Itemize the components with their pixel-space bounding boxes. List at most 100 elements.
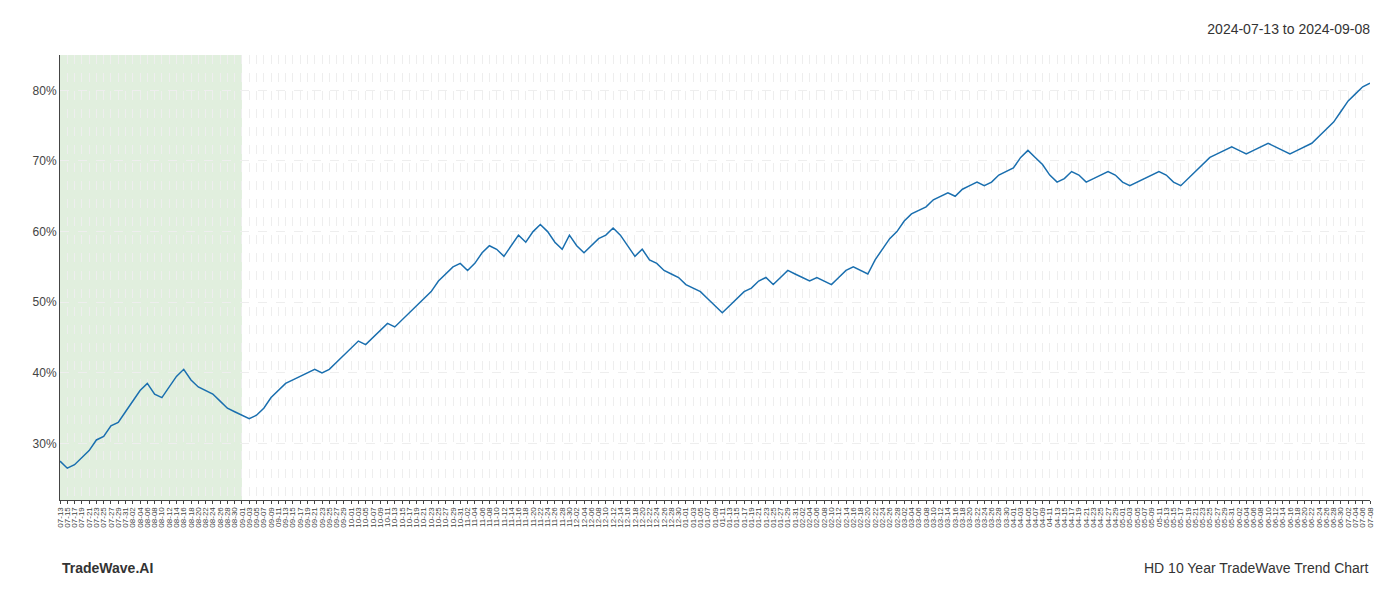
svg-text:09-01: 09-01 (238, 507, 247, 528)
svg-text:04-07: 04-07 (1031, 507, 1040, 528)
svg-text:12-04: 12-04 (580, 507, 589, 528)
svg-text:01-11: 01-11 (718, 507, 727, 527)
svg-text:07-08: 07-08 (1366, 507, 1375, 528)
svg-text:06-12: 06-12 (1271, 507, 1280, 528)
svg-text:11-10: 11-10 (492, 507, 501, 527)
svg-text:05-01: 05-01 (1118, 507, 1127, 528)
svg-text:03-08: 03-08 (922, 507, 931, 528)
svg-text:07-23: 07-23 (92, 507, 101, 528)
svg-text:02-14: 02-14 (842, 507, 851, 528)
svg-text:09-23: 09-23 (318, 507, 327, 528)
svg-text:09-27: 09-27 (332, 507, 341, 528)
svg-text:09-25: 09-25 (325, 507, 334, 528)
svg-text:08-26: 08-26 (216, 507, 225, 528)
svg-text:05-03: 05-03 (1125, 507, 1134, 528)
svg-text:10-05: 10-05 (361, 507, 370, 528)
svg-text:10-01: 10-01 (347, 507, 356, 528)
svg-text:06-16: 06-16 (1286, 507, 1295, 528)
svg-text:02-18: 02-18 (856, 507, 865, 528)
svg-text:80%: 80% (33, 84, 57, 98)
svg-text:06-28: 06-28 (1329, 507, 1338, 528)
svg-text:01-21: 01-21 (754, 507, 763, 528)
svg-text:30%: 30% (33, 437, 57, 451)
svg-text:12-30: 12-30 (674, 507, 683, 528)
svg-text:12-08: 12-08 (594, 507, 603, 528)
svg-text:11-20: 11-20 (529, 507, 538, 527)
svg-text:01-23: 01-23 (762, 507, 771, 528)
svg-text:09-17: 09-17 (296, 507, 305, 528)
svg-text:12-28: 12-28 (667, 507, 676, 528)
svg-text:08-08: 08-08 (150, 507, 159, 528)
svg-text:04-05: 04-05 (1024, 507, 1033, 528)
svg-text:03-24: 03-24 (980, 507, 989, 528)
svg-text:08-04: 08-04 (136, 507, 145, 528)
svg-text:05-17: 05-17 (1176, 507, 1185, 528)
svg-text:05-25: 05-25 (1205, 507, 1214, 528)
svg-text:07-31: 07-31 (121, 507, 130, 528)
svg-text:07-29: 07-29 (114, 507, 123, 528)
svg-text:02-22: 02-22 (871, 507, 880, 528)
svg-text:09-05: 09-05 (252, 507, 261, 528)
svg-text:11-22: 11-22 (536, 507, 545, 527)
svg-text:01-09: 01-09 (711, 507, 720, 528)
svg-text:11-02: 11-02 (463, 507, 472, 527)
svg-text:09-21: 09-21 (310, 507, 319, 528)
svg-text:12-12: 12-12 (609, 507, 618, 528)
svg-text:02-24: 02-24 (878, 507, 887, 528)
svg-text:01-25: 01-25 (769, 507, 778, 528)
svg-text:07-15: 07-15 (63, 507, 72, 528)
svg-text:11-30: 11-30 (565, 507, 574, 527)
svg-text:01-29: 01-29 (783, 507, 792, 528)
svg-text:04-25: 04-25 (1096, 507, 1105, 528)
svg-text:08-06: 08-06 (143, 507, 152, 528)
svg-text:10-23: 10-23 (427, 507, 436, 528)
svg-text:10-21: 10-21 (419, 507, 428, 528)
svg-text:07-21: 07-21 (85, 507, 94, 528)
svg-text:07-02: 07-02 (1344, 507, 1353, 528)
svg-text:06-18: 06-18 (1293, 507, 1302, 528)
svg-text:09-09: 09-09 (267, 507, 276, 528)
svg-text:02-16: 02-16 (849, 507, 858, 528)
svg-text:40%: 40% (33, 366, 57, 380)
svg-text:06-08: 06-08 (1256, 507, 1265, 528)
svg-text:07-13: 07-13 (56, 507, 65, 528)
svg-text:05-15: 05-15 (1169, 507, 1178, 528)
svg-text:09-03: 09-03 (245, 507, 254, 528)
svg-text:08-02: 08-02 (128, 507, 137, 528)
svg-text:09-13: 09-13 (281, 507, 290, 528)
svg-text:04-27: 04-27 (1104, 507, 1113, 528)
svg-text:10-15: 10-15 (398, 507, 407, 528)
svg-text:03-10: 03-10 (929, 507, 938, 528)
svg-text:06-14: 06-14 (1278, 507, 1287, 528)
svg-text:10-13: 10-13 (390, 507, 399, 528)
svg-text:09-15: 09-15 (288, 507, 297, 528)
svg-text:01-17: 01-17 (740, 507, 749, 528)
svg-text:04-21: 04-21 (1082, 507, 1091, 528)
svg-text:10-29: 10-29 (449, 507, 458, 528)
svg-text:02-26: 02-26 (885, 507, 894, 528)
svg-text:05-09: 05-09 (1147, 507, 1156, 528)
svg-text:09-29: 09-29 (339, 507, 348, 528)
svg-text:03-20: 03-20 (965, 507, 974, 528)
svg-text:08-20: 08-20 (194, 507, 203, 528)
svg-text:11-08: 11-08 (485, 507, 494, 527)
svg-text:12-06: 12-06 (587, 507, 596, 528)
svg-text:04-19: 04-19 (1074, 507, 1083, 528)
svg-text:03-26: 03-26 (987, 507, 996, 528)
svg-text:02-10: 02-10 (827, 507, 836, 528)
svg-text:03-12: 03-12 (936, 507, 945, 528)
svg-text:06-30: 06-30 (1336, 507, 1345, 528)
svg-text:06-10: 06-10 (1264, 507, 1273, 528)
svg-text:12-22: 12-22 (645, 507, 654, 528)
svg-text:02-28: 02-28 (893, 507, 902, 528)
svg-text:11-06: 11-06 (478, 507, 487, 527)
svg-text:12-16: 12-16 (623, 507, 632, 528)
svg-text:05-11: 05-11 (1155, 507, 1164, 527)
svg-text:02-04: 02-04 (805, 507, 814, 528)
svg-text:02-02: 02-02 (798, 507, 807, 528)
svg-text:04-29: 04-29 (1111, 507, 1120, 528)
svg-text:03-30: 03-30 (1002, 507, 1011, 528)
svg-text:70%: 70% (33, 154, 57, 168)
svg-text:04-17: 04-17 (1067, 507, 1076, 528)
svg-text:03-18: 03-18 (958, 507, 967, 528)
